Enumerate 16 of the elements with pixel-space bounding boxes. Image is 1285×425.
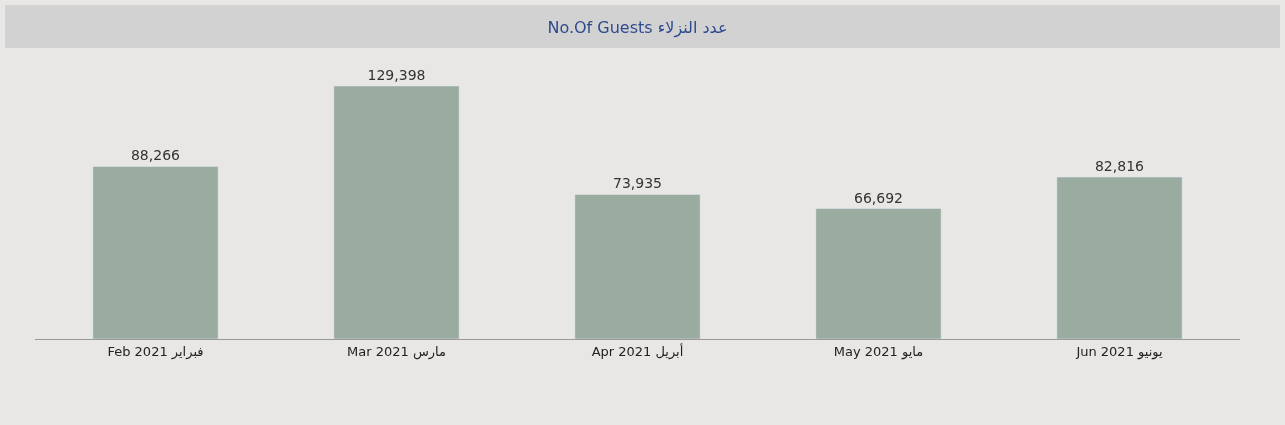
bar	[92, 166, 219, 339]
data-label: 88,266	[130, 147, 181, 164]
x-tick-label: Jun 2021 يونيو	[1075, 343, 1164, 360]
x-tick-label: Feb 2021 فبراير	[107, 343, 204, 360]
data-label: 82,816	[1094, 158, 1145, 175]
data-label: 73,935	[613, 175, 662, 192]
data-label: 129,398	[367, 66, 426, 83]
x-tick-label: Apr 2021 أبريل	[591, 342, 684, 360]
bar	[1056, 176, 1183, 339]
bar	[333, 85, 460, 339]
chart-title: No.Of Guests عدد النزلاء	[547, 17, 728, 38]
x-tick-label: May 2021 مايو	[833, 343, 924, 360]
bar	[574, 194, 701, 339]
data-label: 66,692	[854, 189, 903, 206]
x-tick-label: Mar 2021 مارس	[347, 343, 446, 360]
bar	[815, 208, 942, 339]
